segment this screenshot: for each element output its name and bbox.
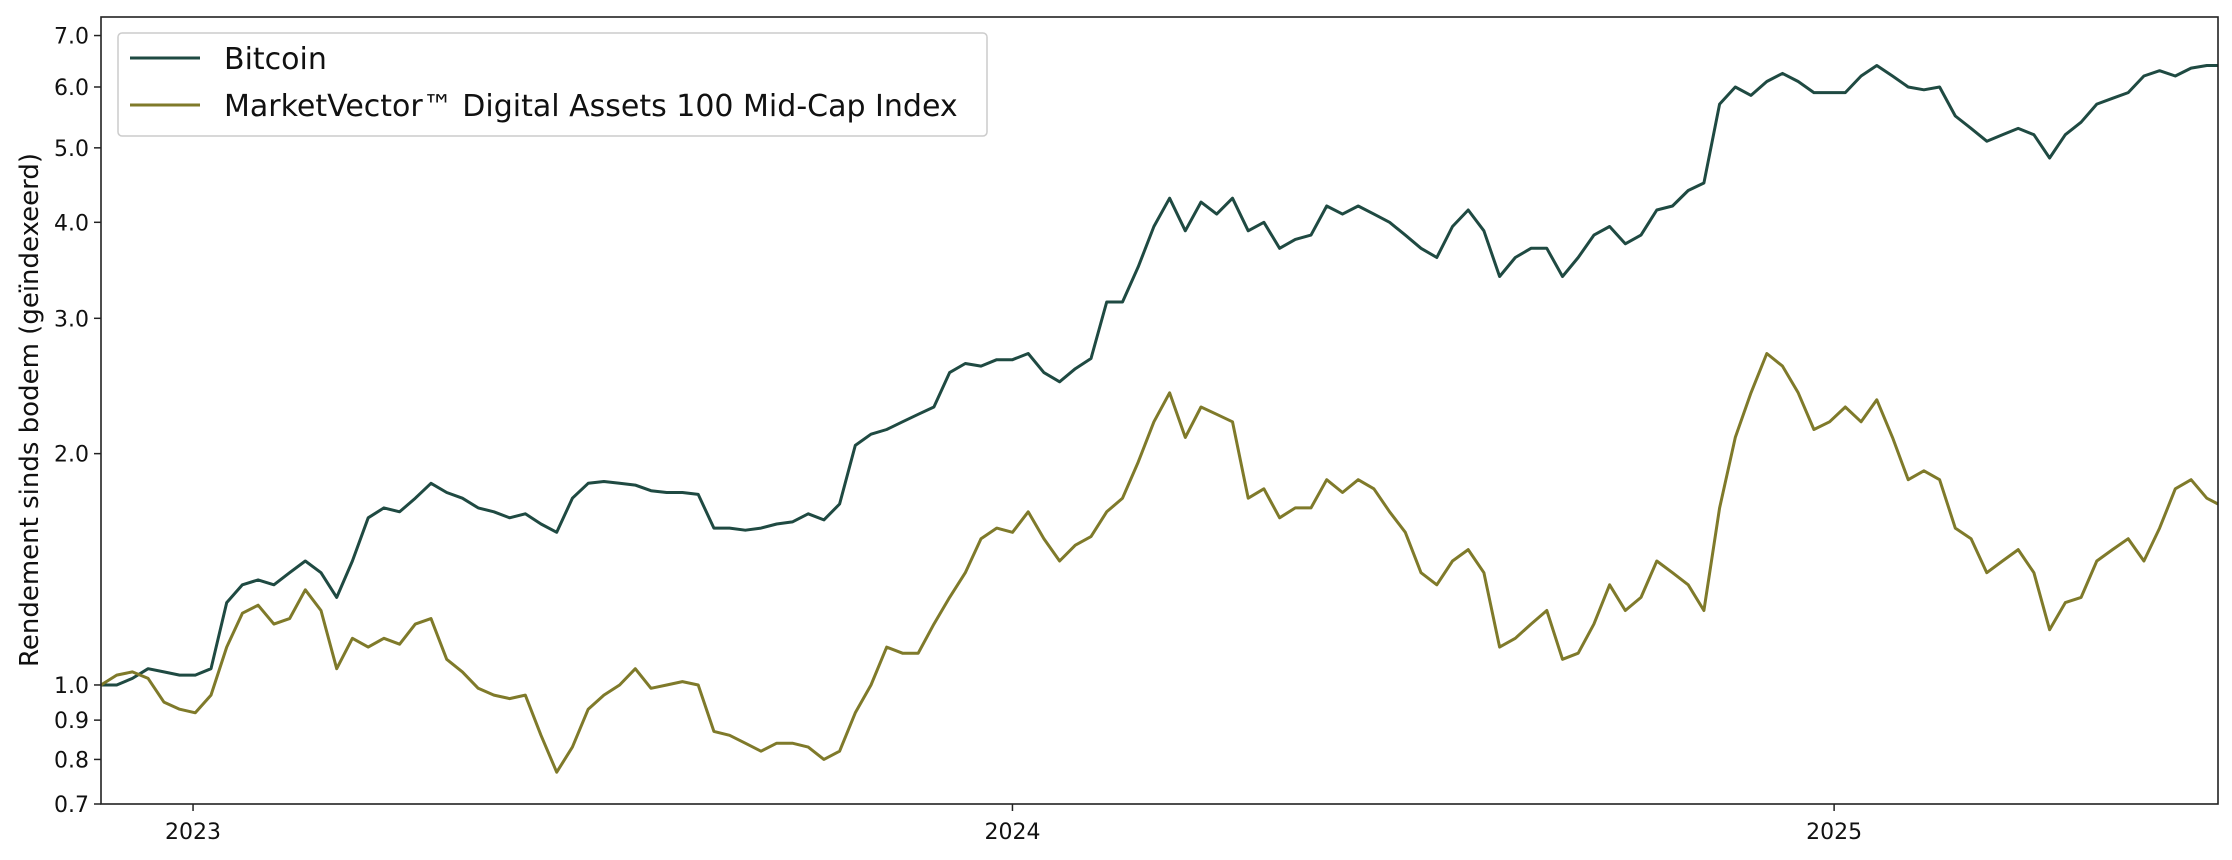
x-axis: 2023 2024 2025 [165, 804, 1862, 845]
legend-box [117, 32, 988, 137]
y-axis-label: Rendement sinds bodem (geïndexeerd) [15, 153, 45, 667]
y-tick-label: 0.7 [54, 793, 89, 818]
y-tick-label: 7.0 [54, 25, 89, 50]
legend: Bitcoin MarketVector™ Digital Assets 100… [117, 32, 988, 137]
y-tick-label: 4.0 [54, 211, 89, 236]
y-axis: 0.7 0.8 0.9 1.0 2.0 3.0 4.0 5.0 6.0 7.0 [54, 25, 101, 818]
x-tick-label: 2024 [984, 820, 1040, 845]
series-layer [100, 64, 2219, 774]
y-tick-label: 3.0 [54, 307, 89, 332]
legend-label-index: MarketVector™ Digital Assets 100 Mid-Cap… [224, 89, 958, 124]
legend-label-bitcoin: Bitcoin [224, 42, 327, 77]
y-tick-label: 0.8 [54, 748, 89, 773]
y-tick-label: 6.0 [54, 76, 89, 101]
y-tick-label: 0.9 [54, 709, 89, 734]
plot-frame [100, 16, 2219, 805]
series-line-bitcoin [101, 64, 2218, 687]
y-tick-label: 2.0 [54, 443, 89, 468]
x-tick-label: 2025 [1806, 820, 1862, 845]
y-tick-label: 5.0 [54, 137, 89, 162]
series-line-index [100, 352, 2219, 774]
y-tick-label: 1.0 [54, 674, 89, 699]
x-tick-label: 2023 [165, 820, 221, 845]
